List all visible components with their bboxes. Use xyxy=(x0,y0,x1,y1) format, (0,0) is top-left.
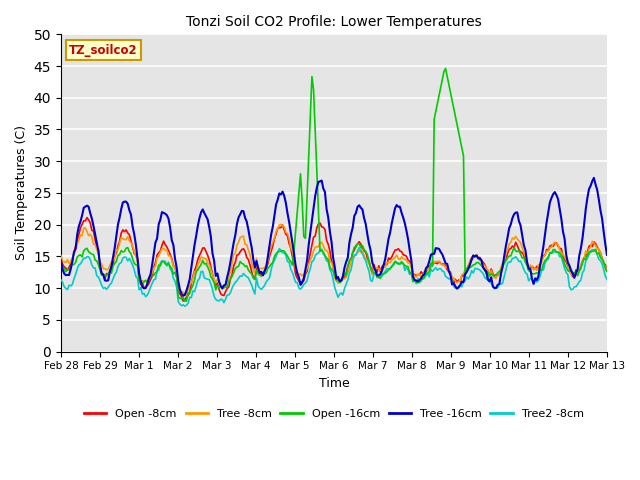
Open -8cm xyxy=(63,267,71,273)
Tree -8cm xyxy=(513,236,521,242)
Line: Tree2 -8cm: Tree2 -8cm xyxy=(61,248,607,306)
Tree -8cm xyxy=(181,293,189,299)
Tree2 -8cm xyxy=(507,259,515,265)
Tree -16cm xyxy=(221,282,229,288)
Tree2 -8cm xyxy=(367,277,374,283)
Tree -8cm xyxy=(63,257,71,263)
Open -8cm xyxy=(367,264,374,270)
Open -16cm xyxy=(365,259,373,264)
Title: Tonzi Soil CO2 Profile: Lower Temperatures: Tonzi Soil CO2 Profile: Lower Temperatur… xyxy=(186,15,482,29)
Open -8cm xyxy=(181,297,189,303)
Open -16cm xyxy=(442,66,449,72)
Tree -8cm xyxy=(178,289,186,295)
Open -8cm xyxy=(57,253,65,259)
Open -16cm xyxy=(507,253,515,259)
Tree -8cm xyxy=(507,240,515,245)
Tree -16cm xyxy=(365,241,373,247)
Tree -16cm xyxy=(57,257,65,263)
Open -8cm xyxy=(179,298,187,304)
Legend: Open -8cm, Tree -8cm, Open -16cm, Tree -16cm, Tree2 -8cm: Open -8cm, Tree -8cm, Open -16cm, Tree -… xyxy=(80,405,588,423)
Tree -8cm xyxy=(221,282,229,288)
Open -8cm xyxy=(83,215,91,220)
Open -16cm xyxy=(603,269,611,275)
Open -16cm xyxy=(178,296,186,302)
Tree2 -8cm xyxy=(603,276,611,282)
Tree -8cm xyxy=(277,222,285,228)
Tree2 -8cm xyxy=(221,297,229,302)
Tree -16cm xyxy=(590,175,598,181)
Tree -8cm xyxy=(57,252,65,258)
X-axis label: Time: Time xyxy=(319,377,349,390)
Tree -16cm xyxy=(63,272,71,278)
Tree -8cm xyxy=(367,265,374,271)
Tree -16cm xyxy=(603,252,611,258)
Tree -16cm xyxy=(179,293,187,299)
Open -8cm xyxy=(513,242,521,248)
Open -8cm xyxy=(507,246,515,252)
Tree -16cm xyxy=(506,226,513,231)
Line: Tree -8cm: Tree -8cm xyxy=(61,225,607,296)
Open -16cm xyxy=(182,298,190,304)
Tree2 -8cm xyxy=(57,277,65,283)
Open -8cm xyxy=(603,268,611,274)
Open -16cm xyxy=(57,262,65,267)
Tree -8cm xyxy=(603,265,611,271)
Tree2 -8cm xyxy=(178,303,186,309)
Tree -16cm xyxy=(512,210,520,216)
Open -16cm xyxy=(513,249,521,254)
Line: Open -16cm: Open -16cm xyxy=(61,69,607,301)
Open -16cm xyxy=(221,284,229,290)
Line: Tree -16cm: Tree -16cm xyxy=(61,178,607,296)
Y-axis label: Soil Temperatures (C): Soil Temperatures (C) xyxy=(15,125,28,261)
Tree2 -8cm xyxy=(63,287,71,292)
Open -8cm xyxy=(223,286,231,291)
Text: TZ_soilco2: TZ_soilco2 xyxy=(69,44,138,57)
Tree -16cm xyxy=(178,291,186,297)
Tree2 -8cm xyxy=(355,245,363,251)
Tree2 -8cm xyxy=(513,256,521,262)
Tree2 -8cm xyxy=(181,303,189,309)
Open -16cm xyxy=(63,266,71,272)
Line: Open -8cm: Open -8cm xyxy=(61,217,607,301)
